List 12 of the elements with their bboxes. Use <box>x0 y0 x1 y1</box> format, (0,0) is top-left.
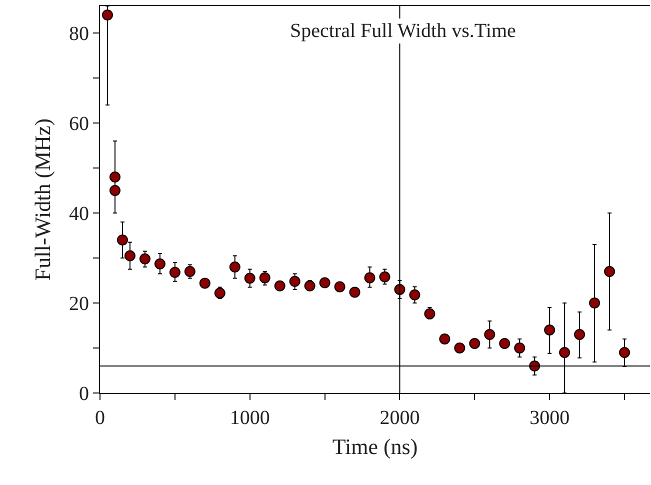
y-tick-label: 60 <box>69 113 89 135</box>
x-tick-label: 3000 <box>530 407 570 429</box>
y-axis-title: Full-Width (MHz) <box>30 118 55 281</box>
x-tick-label: 0 <box>95 407 105 429</box>
y-tick-label: 0 <box>79 383 89 405</box>
y-tick-label: 40 <box>69 203 89 225</box>
text: Spectral Full Width vs.Time <box>290 20 516 42</box>
x-tick-label: 1000 <box>230 407 270 429</box>
y-tick-label: 80 <box>69 23 89 45</box>
x-tick-label: 2000 <box>380 407 420 429</box>
x-axis-title: Time (ns) <box>332 434 418 459</box>
y-tick-label: 20 <box>69 293 89 315</box>
